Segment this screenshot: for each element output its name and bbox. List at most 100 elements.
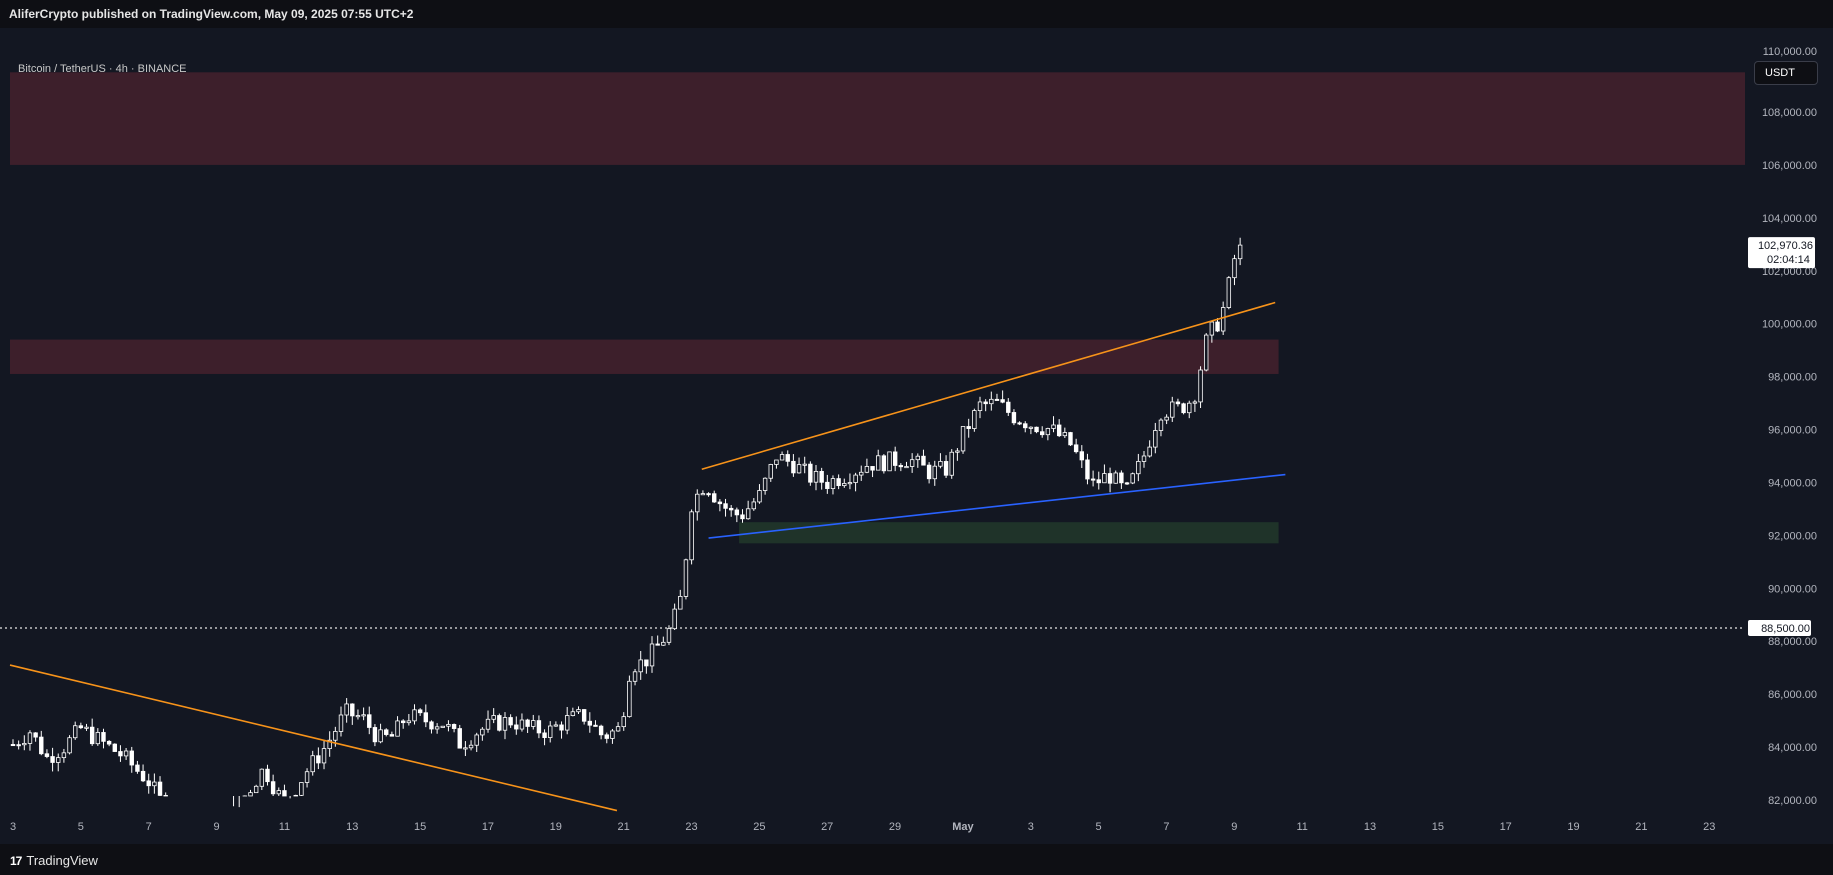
trendlines-layer[interactable] <box>9 301 1286 812</box>
time-axis[interactable]: 3 5 7 9 11 13 15 17 19 21 23 25 27 29 May 3 5 7 9 11 13 15 17 1… <box>0 816 1833 844</box>
candle <box>1209 321 1215 343</box>
candle-body <box>689 511 694 561</box>
candle <box>1136 453 1141 482</box>
candle-body <box>1237 244 1243 260</box>
x-tick-label: 27 <box>821 821 833 833</box>
candle-body <box>412 709 417 722</box>
y-tick-label: 94,000.00 <box>1768 477 1817 489</box>
candle-body <box>129 750 134 766</box>
candle-body <box>333 731 338 741</box>
candle-body <box>695 493 700 513</box>
candle <box>1158 418 1164 437</box>
support-zone-2[interactable] <box>739 522 1279 544</box>
candle-body <box>598 725 604 736</box>
candle-body <box>876 455 881 471</box>
candle-body <box>892 451 898 466</box>
candle <box>989 391 994 411</box>
candle <box>881 454 887 474</box>
candle-body <box>44 753 50 757</box>
candle-body <box>417 709 423 714</box>
last-price-label[interactable]: 102,970.36 02:04:14 <box>1748 237 1815 269</box>
candle <box>1198 366 1203 409</box>
candle-body <box>61 752 67 759</box>
candle <box>655 635 660 646</box>
candle <box>146 773 151 794</box>
candle <box>412 704 417 725</box>
level-price-label-bg <box>1748 620 1811 636</box>
candle-body <box>1079 451 1084 461</box>
candle-body <box>887 451 892 472</box>
candle-body <box>909 459 915 467</box>
candle-body <box>949 451 954 476</box>
candle <box>22 735 27 751</box>
x-tick-label: 3 <box>1028 821 1034 833</box>
candle-body <box>89 726 95 745</box>
candle <box>491 708 496 724</box>
candle <box>836 474 841 490</box>
candle <box>1051 416 1056 433</box>
candle <box>135 760 140 774</box>
y-tick-label: 98,000.00 <box>1768 372 1817 384</box>
candle-body <box>1136 461 1141 475</box>
candle <box>734 507 740 523</box>
candle-body <box>282 790 287 797</box>
candle <box>56 753 61 772</box>
candle-body <box>293 794 298 797</box>
price-chart[interactable]: 110,000.00 108,000.00 106,000.00 104,000.00… <box>0 28 1833 844</box>
candle <box>344 698 349 723</box>
candle-body <box>853 474 858 483</box>
candle-body <box>972 410 977 429</box>
candle-body <box>1051 424 1056 429</box>
candle-body <box>270 781 276 795</box>
candle <box>519 713 525 732</box>
candle-body <box>384 729 389 735</box>
chart-area[interactable]: 110,000.00 108,000.00 106,000.00 104,000.00… <box>0 28 1833 844</box>
candle-body <box>253 785 259 794</box>
candle <box>253 784 259 794</box>
candle <box>106 740 112 747</box>
candle-body <box>497 715 502 731</box>
candle <box>717 499 723 512</box>
trendline-blue-2[interactable] <box>708 473 1286 539</box>
tradingview-logo[interactable]: 17 TradingView <box>10 853 98 868</box>
candle-body <box>1073 444 1079 453</box>
candle <box>514 716 519 735</box>
x-tick-label: 23 <box>1703 821 1715 833</box>
candle <box>576 706 581 715</box>
candle <box>304 768 310 788</box>
candle-body <box>1130 473 1135 484</box>
candle-body <box>468 744 474 749</box>
candle-body <box>864 466 870 473</box>
resistance-zone-1[interactable] <box>10 339 1279 374</box>
candle <box>548 721 553 743</box>
candle-body <box>389 734 395 737</box>
candle <box>434 723 440 734</box>
candle-body <box>542 732 547 738</box>
candle-body <box>101 732 106 742</box>
candle <box>819 467 824 490</box>
candle-body <box>519 719 525 730</box>
trendline-orange-0[interactable] <box>9 664 618 812</box>
candle <box>830 475 836 495</box>
candle-body <box>95 732 101 745</box>
candle <box>542 729 547 746</box>
trendline-orange-1[interactable] <box>701 301 1276 470</box>
candle-body <box>802 463 807 466</box>
resistance-zone-0[interactable] <box>10 72 1745 165</box>
candle-body <box>610 730 615 739</box>
x-tick-label: 15 <box>1432 821 1444 833</box>
level-price-label[interactable]: 88,500.00 <box>1748 620 1811 636</box>
candle <box>1006 398 1011 416</box>
candle <box>966 418 971 438</box>
candle-body <box>859 471 864 476</box>
candle <box>876 449 881 471</box>
candle-body <box>666 628 672 643</box>
candle-body <box>932 465 937 480</box>
candle <box>140 764 146 783</box>
candle-body <box>338 714 344 732</box>
price-axis[interactable]: 110,000.00 108,000.00 106,000.00 104,000.00… <box>1745 28 1833 844</box>
candle <box>276 787 281 796</box>
candle <box>1153 422 1158 454</box>
currency-button[interactable]: USDT <box>1754 61 1818 85</box>
candle <box>282 784 287 797</box>
